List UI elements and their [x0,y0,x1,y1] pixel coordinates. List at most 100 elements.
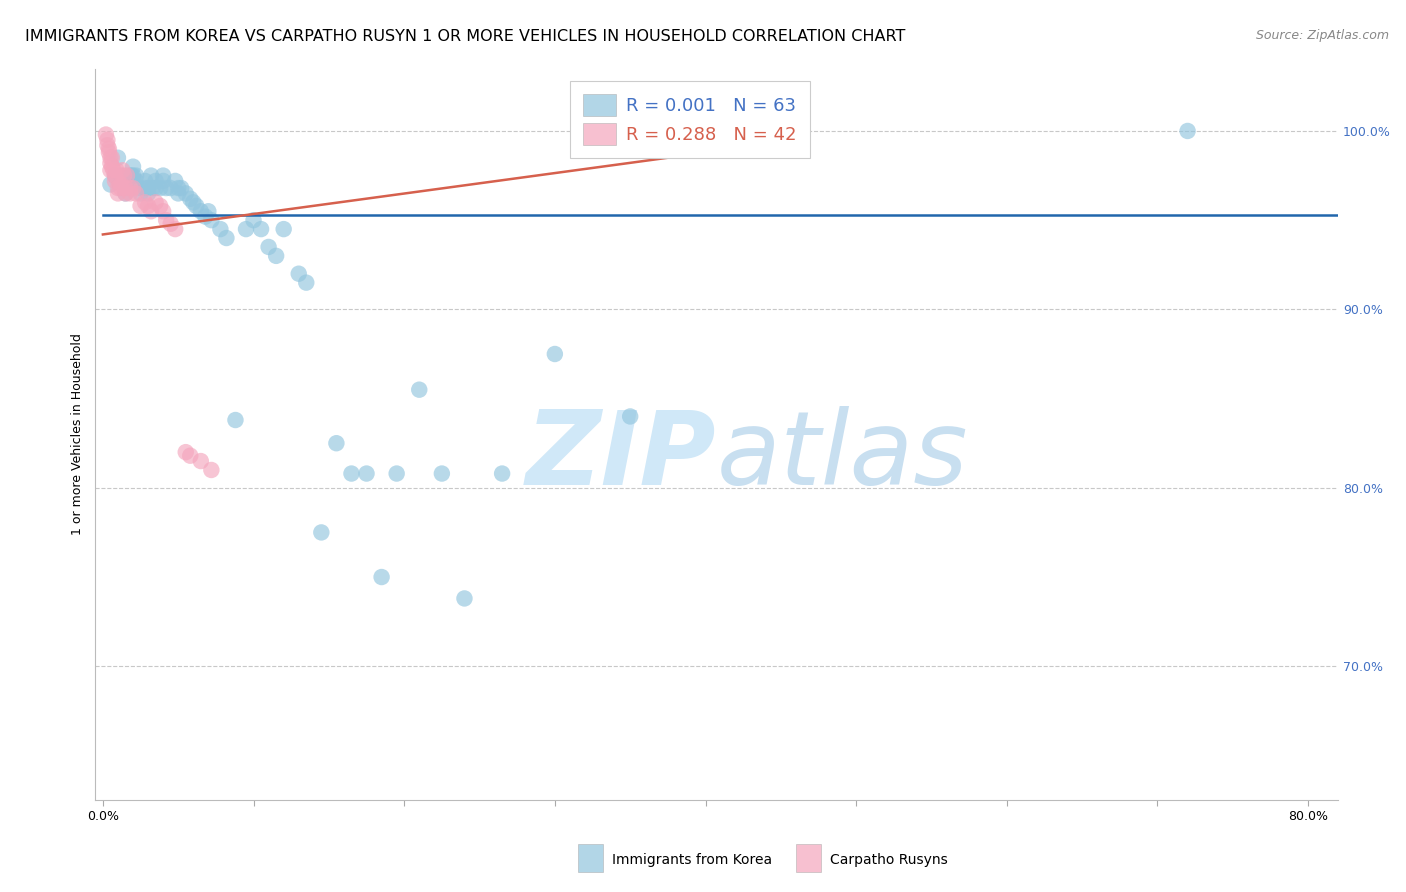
Point [129,181,152,195]
Point [105,163,128,178]
Point [112,169,135,183]
Text: IMMIGRANTS FROM KOREA VS CARPATHO RUSYN 1 OR MORE VEHICLES IN HOUSEHOLD CORRELAT: IMMIGRANTS FROM KOREA VS CARPATHO RUSYN … [25,29,905,44]
Point [134,174,156,188]
Point [96,133,118,147]
Point [174,445,197,459]
Point [129,199,152,213]
Point [114,181,136,195]
Point [118,186,141,201]
Point [224,413,246,427]
Point [110,178,132,192]
Text: Source: ZipAtlas.com: Source: ZipAtlas.com [1256,29,1389,42]
Point [149,199,172,213]
Point [107,186,129,201]
Point [453,591,475,606]
Point [385,467,408,481]
Point [242,213,264,227]
Point [118,169,141,183]
Point [118,181,141,195]
Point [408,383,430,397]
Point [167,186,190,201]
Point [110,169,132,183]
Point [295,276,318,290]
Point [101,151,124,165]
Point [107,181,129,195]
Point [273,222,295,236]
Point [107,174,129,188]
Point [101,160,124,174]
Point [370,570,392,584]
Point [104,169,127,183]
Point [114,186,136,201]
Point [325,436,347,450]
Point [181,195,204,210]
Point [125,174,148,188]
Point [179,192,201,206]
Point [152,204,174,219]
Point [104,174,127,188]
Point [136,181,159,195]
Point [194,210,217,224]
Point [1177,124,1199,138]
Point [340,467,363,481]
Point [104,169,127,183]
Point [122,169,145,183]
Point [149,181,172,195]
Y-axis label: 1 or more Vehicles in Household: 1 or more Vehicles in Household [72,334,84,535]
Point [215,231,238,245]
Point [114,186,136,201]
Point [235,222,257,236]
Point [152,169,174,183]
Point [145,174,167,188]
Point [97,145,120,160]
Point [165,174,187,188]
Point [155,213,177,227]
Point [134,195,156,210]
Point [110,181,132,195]
Point [115,169,138,183]
Point [209,222,232,236]
Point [200,213,222,227]
Point [100,156,122,170]
Point [179,449,201,463]
Point [136,186,159,201]
Point [111,163,134,178]
Point [122,160,145,174]
Point [152,174,174,188]
Point [139,169,162,183]
Point [197,204,219,219]
Point [159,181,181,195]
Point [200,463,222,477]
Point [122,181,145,195]
Point [167,181,190,195]
Point [94,128,117,142]
Point [134,181,156,195]
Point [619,409,641,424]
Point [287,267,309,281]
Point [103,163,125,178]
Point [250,222,273,236]
Point [190,454,212,468]
Text: Carpatho Rusyns: Carpatho Rusyns [830,853,948,867]
Point [136,199,159,213]
Point [115,174,138,188]
Point [129,186,152,201]
Point [96,138,118,153]
Point [257,240,280,254]
Point [100,178,122,192]
Point [155,181,177,195]
Point [97,142,120,156]
Point [125,186,148,201]
Legend: R = 0.001   N = 63, R = 0.288   N = 42: R = 0.001 N = 63, R = 0.288 N = 42 [571,81,810,158]
Point [190,204,212,219]
Point [121,169,143,183]
Point [311,525,333,540]
Point [145,195,167,210]
Point [491,467,513,481]
Point [165,222,187,236]
Point [170,181,193,195]
Text: ZIP: ZIP [526,406,717,507]
Point [186,199,208,213]
Point [356,467,378,481]
Text: atlas: atlas [717,406,969,507]
